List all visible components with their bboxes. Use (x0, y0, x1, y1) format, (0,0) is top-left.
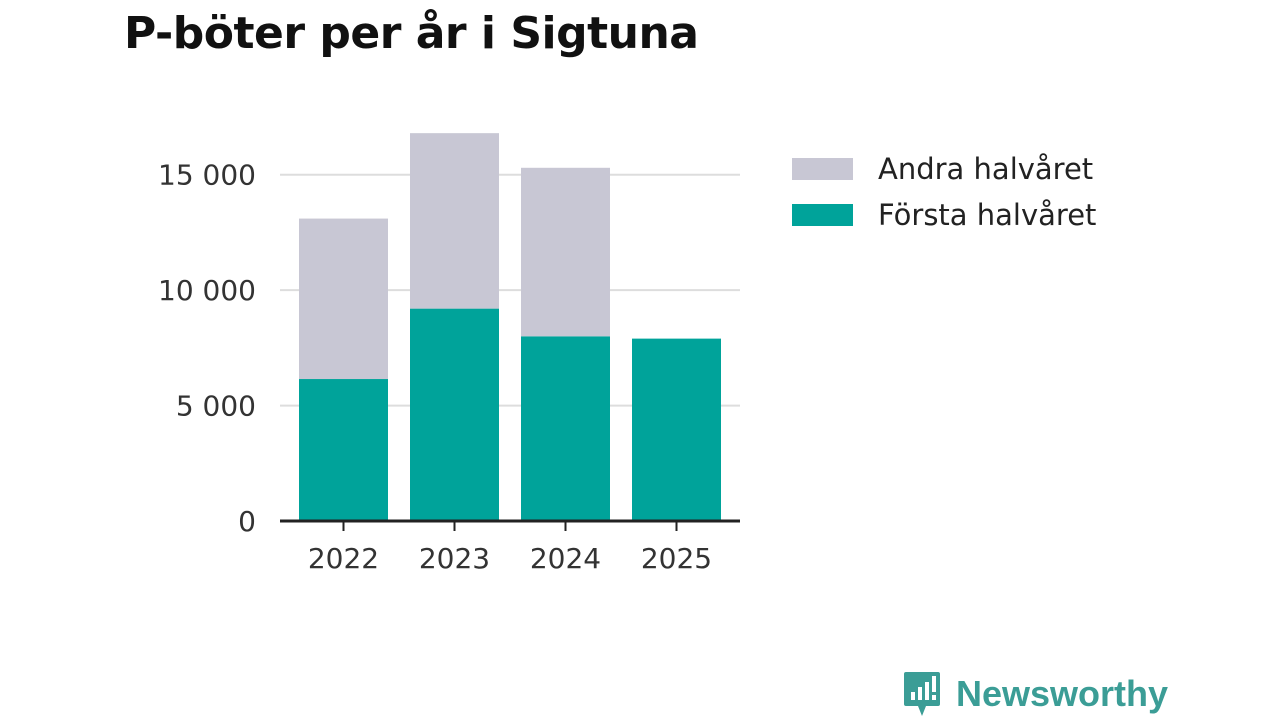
brand: Newsworthy (902, 670, 1168, 718)
x-tick-label: 2023 (419, 542, 490, 575)
bar-second-half-2024 (521, 167, 610, 337)
newsworthy-logo-icon (904, 672, 940, 716)
legend: Andra halvåret Första halvåret (792, 146, 1096, 238)
bar-second-half-2023 (410, 133, 499, 309)
x-tick-label: 2025 (641, 542, 712, 575)
bar-first-half-2025 (632, 338, 721, 521)
y-tick-label: 0 (238, 505, 256, 538)
x-axis (280, 519, 740, 531)
x-tick-label: 2022 (308, 542, 379, 575)
legend-item-second-half: Andra halvåret (792, 146, 1096, 192)
brand-name: Newsworthy (956, 673, 1169, 714)
legend-label-first-half: Första halvåret (878, 198, 1097, 232)
legend-item-first-half: Första halvåret (792, 192, 1096, 238)
chart-title: P-böter per år i Sigtuna (124, 8, 699, 59)
y-tick-labels: 0 5 000 10 000 15 000 (158, 159, 256, 538)
bar-second-half-2022 (299, 218, 388, 380)
legend-swatch-first-half (792, 204, 853, 226)
y-tick-label: 5 000 (176, 390, 256, 423)
x-tick-labels: 2022 2023 2024 2025 (308, 542, 712, 575)
bar-first-half-2024 (521, 336, 610, 521)
bars (299, 133, 721, 521)
bar-first-half-2022 (299, 379, 388, 521)
x-tick-label: 2024 (530, 542, 601, 575)
legend-label-second-half: Andra halvåret (878, 152, 1094, 186)
y-tick-label: 10 000 (158, 274, 256, 307)
bar-first-half-2023 (410, 308, 499, 521)
legend-swatch-second-half (792, 158, 853, 180)
y-tick-label: 15 000 (158, 159, 256, 192)
